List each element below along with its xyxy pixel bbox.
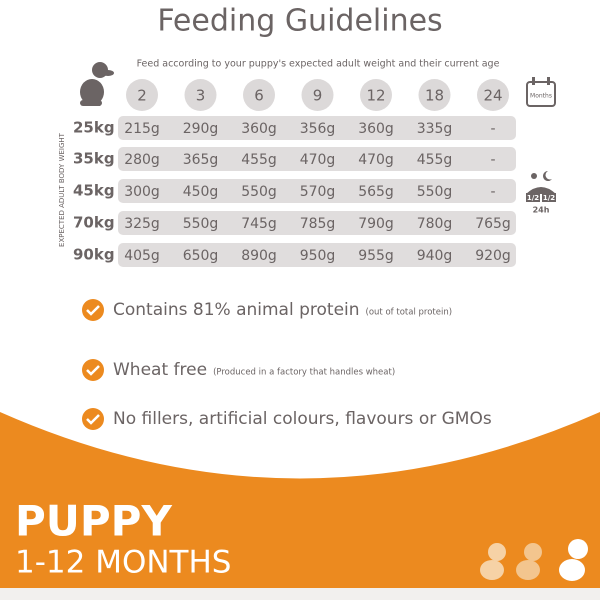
row-bar <box>118 243 516 267</box>
month-label: 3 <box>196 87 206 105</box>
cell: 790g <box>358 216 394 232</box>
cell: 570g <box>300 184 336 200</box>
calendar-label: Months <box>530 93 552 100</box>
cell: 550g <box>417 184 453 200</box>
cell: 650g <box>183 248 219 264</box>
cell: 780g <box>417 216 453 232</box>
check-mark <box>86 414 100 425</box>
title: Feeding Guidelines <box>157 4 442 39</box>
month-label: 6 <box>254 87 264 105</box>
cell: 950g <box>300 248 336 264</box>
cell: - <box>490 152 495 168</box>
puppy-icons <box>480 539 588 581</box>
day-period: 24h <box>533 206 550 215</box>
banner-title: PUPPY <box>15 497 172 546</box>
cell: 920g <box>475 248 511 264</box>
cell: 450g <box>183 184 219 200</box>
month-circle <box>126 79 158 111</box>
row-bar <box>118 179 516 203</box>
day-evening: 1/2 <box>543 194 555 202</box>
cell: 955g <box>358 248 394 264</box>
cell: 215g <box>124 121 160 137</box>
cell: 550g <box>241 184 277 200</box>
feature-text: Wheat free <box>113 360 207 380</box>
cell: 470g <box>358 152 394 168</box>
feature-note: (Produced in a factory that handles whea… <box>213 368 395 378</box>
footer-strip <box>0 588 600 600</box>
cell: 455g <box>241 152 277 168</box>
cell: 745g <box>241 216 277 232</box>
cell: - <box>490 184 495 200</box>
cell: 335g <box>417 121 453 137</box>
cell: 470g <box>300 152 336 168</box>
subtitle: Feed according to your puppy's expected … <box>137 59 500 70</box>
feature-text: Contains 81% animal protein <box>113 300 360 320</box>
cell: 360g <box>358 121 394 137</box>
cell: 365g <box>183 152 219 168</box>
cell: 785g <box>300 216 336 232</box>
banner-subtitle: 1-12 MONTHS <box>15 545 231 581</box>
weight-label: 35kg <box>73 150 115 168</box>
cell: 290g <box>183 121 219 137</box>
check-mark <box>86 305 100 316</box>
weight-label: 90kg <box>73 246 115 264</box>
cell: 765g <box>475 216 511 232</box>
check-circle <box>82 299 104 321</box>
cell: 940g <box>417 248 453 264</box>
cell: 356g <box>300 121 336 137</box>
calendar-icon: Months <box>526 77 556 107</box>
feature-text: No fillers, artificial colours, flavours… <box>113 409 492 429</box>
row-bar <box>118 147 516 171</box>
weight-label: 70kg <box>73 214 115 232</box>
cell: 325g <box>124 216 160 232</box>
month-label: 24 <box>483 87 502 105</box>
cell: 360g <box>241 121 277 137</box>
row-bar <box>118 116 516 140</box>
weight-label: 25kg <box>73 119 115 137</box>
axis-label: EXPECTED ADULT BODY WEIGHT <box>58 132 66 247</box>
dog-icon <box>80 62 114 106</box>
cell: 890g <box>241 248 277 264</box>
month-label: 12 <box>366 87 385 105</box>
cell: 280g <box>124 152 160 168</box>
cell: 455g <box>417 152 453 168</box>
day-morning: 1/2 <box>527 194 539 202</box>
month-label: 18 <box>425 87 444 105</box>
weight-label: 45kg <box>73 182 115 200</box>
month-circle <box>243 79 275 111</box>
cell: - <box>490 121 495 137</box>
cell: 550g <box>183 216 219 232</box>
month-label: 2 <box>137 87 147 105</box>
row-bar <box>118 211 516 235</box>
month-circle <box>418 79 451 111</box>
check-circle <box>82 359 104 381</box>
cell: 300g <box>124 184 160 200</box>
check-mark <box>86 365 100 376</box>
month-circle <box>301 79 334 111</box>
month-circle <box>360 79 392 111</box>
month-label: 9 <box>313 87 323 105</box>
day-icon: 1/2 1/2 24h <box>526 171 556 215</box>
month-circle <box>184 79 217 111</box>
banner-background <box>0 412 600 600</box>
cell: 405g <box>124 248 160 264</box>
cell: 565g <box>358 184 394 200</box>
check-circle <box>82 408 104 430</box>
month-circle <box>477 79 509 111</box>
feature-note: (out of total protein) <box>366 308 453 318</box>
